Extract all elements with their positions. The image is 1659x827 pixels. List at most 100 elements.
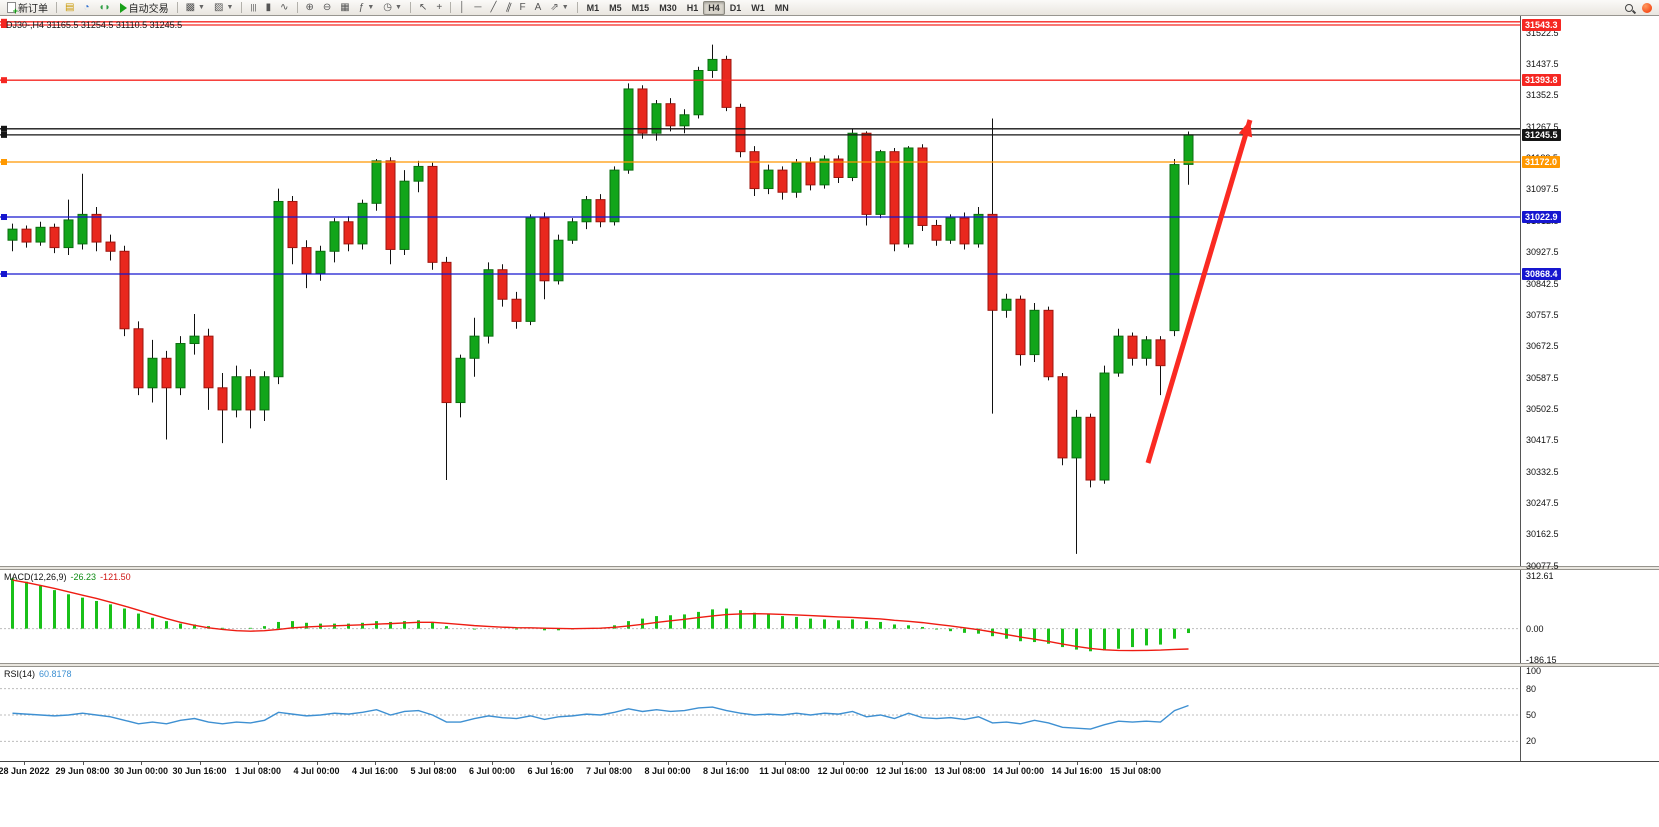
crosshair-button[interactable]: +: [432, 1, 446, 15]
time-label: 14 Jul 16:00: [1051, 766, 1103, 776]
timeframe-m30[interactable]: M30: [659, 2, 677, 13]
chart-region[interactable]: DJ30-,H4 31165.5 31254.5 31110.5 31245.5…: [0, 16, 1659, 827]
text-tool-button[interactable]: A: [531, 1, 546, 15]
new-chart-button[interactable]: ▩ ▼: [182, 1, 209, 15]
crosshair-icon: +: [436, 1, 443, 13]
price-tick: 30417.5: [1526, 435, 1559, 446]
fibonacci-button[interactable]: F: [516, 1, 530, 15]
price-tick: 30502.5: [1526, 404, 1559, 414]
search-button[interactable]: [1621, 1, 1637, 15]
time-tick: [726, 762, 727, 765]
notification-button[interactable]: [1638, 1, 1656, 15]
macd-main-value: -26.23: [70, 572, 97, 582]
line-chart-button[interactable]: ∿: [276, 1, 292, 15]
time-axis[interactable]: 28 Jun 2022 29 Jun 08:00 30 Jun 00:00 30 Ju…: [0, 761, 1659, 779]
time-label: 30 Jun 16:00: [172, 766, 227, 776]
price-tick: 31352.5: [1526, 90, 1559, 101]
profiles-icon: ▨: [213, 1, 224, 13]
zoom-out-button[interactable]: ⊖: [319, 1, 335, 15]
time-label: 14 Jul 00:00: [992, 766, 1045, 776]
time-label: 8 Jul 16:00: [702, 766, 750, 776]
time-tick: [24, 762, 25, 765]
zoom-in-button[interactable]: ⊕: [302, 1, 318, 15]
tile-windows-button[interactable]: ▦: [336, 1, 353, 15]
chevron-down-icon: ▼: [198, 4, 205, 11]
vertical-line-button[interactable]: │: [455, 1, 469, 15]
time-label: 29 Jun 08:00: [55, 766, 110, 776]
rsi-tick: 50: [1526, 710, 1537, 720]
chevron-down-icon: ▼: [394, 4, 402, 11]
new-order-label: 新订单: [18, 4, 48, 15]
time-tick: [784, 762, 786, 765]
time-label: 5 Jul 08:00: [410, 766, 457, 776]
candlestick-button[interactable]: ▮: [262, 1, 276, 15]
timeframe-w1[interactable]: W1: [751, 2, 765, 13]
timeframe-h1[interactable]: H1: [686, 2, 699, 13]
chart-canvas[interactable]: [0, 16, 1659, 827]
zoom-in-icon: ⊕: [305, 1, 314, 13]
zoom-out-icon: ⊖: [322, 1, 332, 13]
time-label: 13 Jul 08:00: [934, 766, 986, 776]
indicators-icon: ƒ: [358, 1, 365, 13]
macd-tick: -186.15: [1526, 654, 1557, 665]
clock-button[interactable]: ◷ ▼: [379, 1, 406, 15]
headset-icon: ◖◗: [98, 1, 111, 13]
trendline-button[interactable]: ╱: [487, 1, 501, 15]
timeframe-group: M1 M5 M15 M30 H1 H4 D1 W1 MN: [582, 0, 794, 15]
auto-trading-label: 自动交易: [128, 4, 169, 15]
line-chart-icon: ∿: [280, 1, 289, 13]
chevron-down-icon: ▼: [226, 4, 234, 11]
auto-trading-button[interactable]: 自动交易: [116, 1, 173, 15]
timeframe-mn[interactable]: MN: [774, 2, 789, 13]
indicators-button[interactable]: ƒ ▼: [355, 1, 379, 15]
cursor-button[interactable]: ↖: [415, 1, 431, 15]
macd-tick: 0.00: [1526, 623, 1544, 634]
notification-badge-icon: [1642, 2, 1652, 13]
macd-label: MACD(12,26,9) -26.23 -121.50: [4, 572, 131, 582]
rsi-tick: 100: [1526, 666, 1542, 676]
panel-separator[interactable]: [0, 663, 1659, 667]
channel-icon: ∥: [503, 1, 513, 14]
horizontal-line-button[interactable]: ─: [470, 1, 485, 15]
timeframe-m5[interactable]: M5: [609, 2, 622, 13]
panel-separator[interactable]: [0, 566, 1659, 570]
time-label: 8 Jul 00:00: [644, 766, 691, 776]
market-watch-icon: ▤: [65, 1, 75, 13]
new-order-button[interactable]: 新订单: [3, 1, 52, 16]
time-tick: [258, 762, 259, 765]
candlestick-icon: ▮: [265, 1, 272, 13]
time-label: 11 Jul 08:00: [759, 766, 810, 776]
timeframe-h4[interactable]: H4: [703, 0, 725, 15]
timeframe-m1[interactable]: M1: [586, 2, 600, 13]
macd-tick: 312.61: [1526, 571, 1554, 582]
time-tick: [667, 762, 669, 765]
arrows-tool-button[interactable]: ⇗ ▼: [546, 1, 572, 15]
text-tool-icon: A: [534, 1, 542, 13]
toolbar-separator: [576, 2, 578, 13]
toolbar-separator: [409, 2, 411, 13]
market-watch-button[interactable]: ▤: [61, 1, 78, 15]
bar-chart-button[interactable]: |||: [246, 1, 260, 15]
navigator-icon: ◔: [83, 1, 90, 13]
timeframe-d1[interactable]: D1: [729, 2, 742, 13]
toolbar-separator: [241, 2, 243, 13]
price-tag: 31393.8: [1522, 74, 1561, 87]
profiles-button[interactable]: ▨ ▼: [210, 1, 237, 15]
time-tick: [550, 762, 552, 765]
time-tick: [960, 762, 961, 765]
search-icon: [1625, 3, 1633, 12]
navigator-button[interactable]: ◔: [79, 1, 93, 15]
price-tag: 31022.9: [1522, 211, 1561, 223]
channel-button[interactable]: ∥: [502, 1, 515, 15]
chevron-down-icon: ▼: [561, 4, 569, 11]
trendline-icon: ╱: [490, 1, 497, 13]
price-tick: 30587.5: [1526, 372, 1559, 383]
time-label: 6 Jul 00:00: [468, 766, 516, 776]
main-toolbar: 新订单 ▤ ◔ ◖◗ 自动交易 ▩▼ ▨▼ ||| ▮ ∿ ⊕ ⊖ ▦ ƒ▼ ◷…: [0, 0, 1659, 16]
terminal-button[interactable]: ◖◗: [95, 1, 115, 15]
price-tick: 30332.5: [1526, 466, 1559, 477]
time-label: 4 Jul 16:00: [351, 766, 399, 776]
time-tick: [433, 762, 435, 765]
tile-windows-icon: ▦: [340, 1, 350, 13]
timeframe-m15[interactable]: M15: [631, 2, 650, 13]
